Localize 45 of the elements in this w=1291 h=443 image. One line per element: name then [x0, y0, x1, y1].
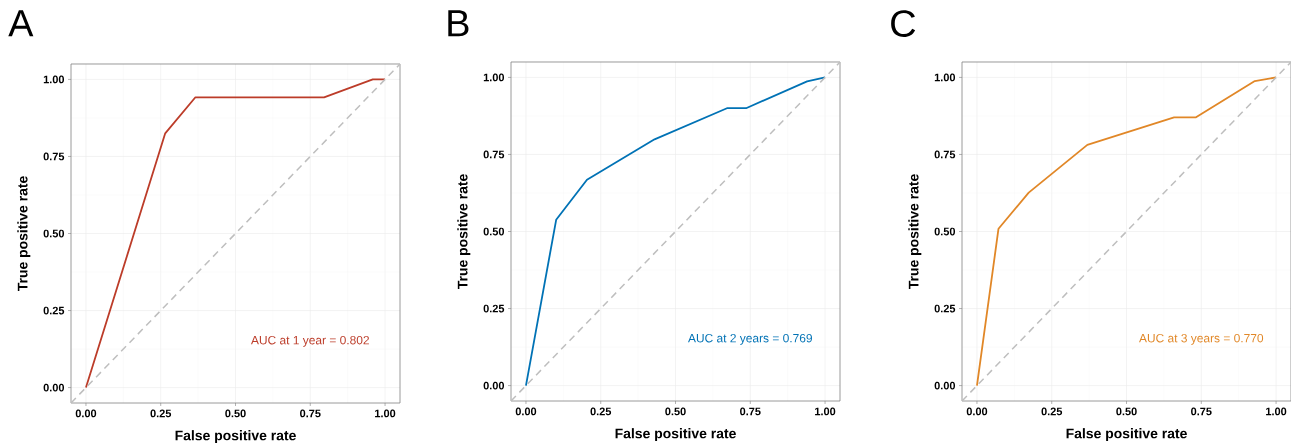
y-axis-title: True positive rate	[457, 174, 471, 290]
x-tick-label: 1.00	[815, 407, 836, 416]
x-axis-title: False positive rate	[175, 430, 296, 443]
x-axis-title: False positive rate	[1066, 428, 1187, 442]
y-tick-label: 0.75	[934, 150, 956, 159]
x-tick-label: 0.00	[515, 407, 537, 416]
chart-title: A	[8, 10, 34, 37]
x-tick-label: 0.25	[590, 407, 612, 416]
y-axis-title: True positive rate	[908, 174, 922, 290]
y-tick-label: 1.00	[483, 73, 505, 82]
y-tick-label: 0.00	[483, 381, 505, 390]
y-tick-label: 0.50	[483, 227, 505, 236]
chart-title: C	[891, 10, 916, 37]
chart-title: B	[448, 10, 469, 37]
y-tick-label: 0.25	[43, 306, 65, 315]
x-tick-label: 0.25	[150, 409, 172, 418]
y-tick-label: 0.00	[43, 383, 65, 392]
x-tick-label: 0.25	[1041, 407, 1063, 416]
x-tick-label: 0.00	[75, 409, 97, 418]
x-tick-label: 0.75	[1191, 407, 1212, 416]
x-tick-label: 0.50	[1116, 407, 1137, 416]
line-series	[85, 78, 386, 389]
x-tick-label: 1.00	[375, 409, 396, 418]
y-tick-label: 1.00	[43, 75, 65, 84]
annotation: AUC at 3 years = 0.770	[1139, 333, 1264, 345]
line-series	[525, 76, 826, 387]
annotation: AUC at 2 years = 0.769	[688, 333, 812, 345]
y-tick-label: 0.50	[43, 229, 65, 238]
y-tick-label: 0.75	[483, 150, 505, 159]
x-tick-label: 0.75	[300, 409, 321, 418]
y-tick-label: 0.50	[934, 227, 956, 236]
annotation: AUC at 1 year = 0.802	[250, 335, 369, 347]
y-tick-label: 0.75	[43, 152, 65, 161]
x-tick-label: 0.50	[225, 409, 246, 418]
x-tick-label: 0.00	[966, 407, 988, 416]
y-tick-label: 1.00	[934, 73, 956, 82]
x-tick-label: 0.75	[740, 407, 761, 416]
x-tick-label: 1.00	[1266, 407, 1287, 416]
y-axis-title: True positive rate	[17, 176, 31, 292]
y-tick-label: 0.00	[934, 381, 956, 390]
x-tick-label: 0.50	[665, 407, 686, 416]
y-tick-label: 0.25	[934, 304, 956, 313]
line-series	[976, 76, 1277, 387]
y-tick-label: 0.25	[483, 304, 505, 313]
x-axis-title: False positive rate	[615, 428, 736, 442]
